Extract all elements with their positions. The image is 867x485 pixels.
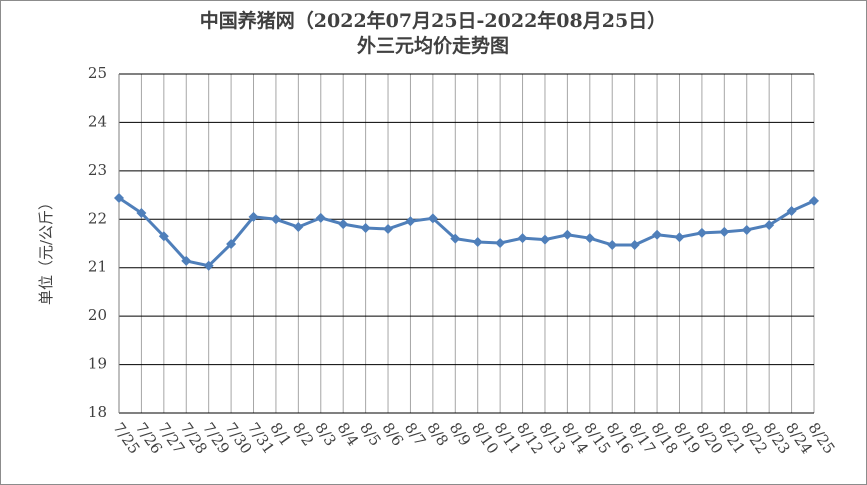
- y-tick-label: 23: [88, 161, 107, 179]
- data-point: [764, 220, 775, 231]
- data-point: [696, 227, 707, 238]
- data-point: [652, 229, 663, 240]
- data-point: [383, 223, 394, 234]
- data-point: [360, 223, 371, 234]
- chart-subtitle: 外三元均价走势图: [357, 34, 509, 57]
- data-point: [562, 229, 573, 240]
- data-point: [114, 192, 124, 203]
- data-point: [450, 233, 461, 244]
- data-point: [472, 237, 483, 248]
- data-point: [136, 207, 147, 218]
- y-tick-label: 20: [88, 306, 107, 324]
- data-point: [315, 212, 326, 223]
- data-point: [427, 213, 438, 224]
- data-point: [248, 211, 259, 222]
- data-point: [741, 224, 752, 235]
- data-point: [226, 238, 237, 249]
- data-point: [405, 216, 416, 227]
- data-point: [181, 255, 192, 266]
- data-point: [629, 239, 640, 250]
- data-point: [809, 195, 819, 206]
- data-point: [203, 260, 214, 271]
- y-tick-label: 18: [88, 403, 107, 421]
- data-point: [293, 222, 304, 233]
- data-point: [674, 232, 685, 243]
- y-tick-label: 19: [88, 355, 107, 373]
- data-point: [719, 226, 730, 237]
- data-point: [607, 239, 618, 250]
- y-axis-label: 单位（元/公斤）: [37, 195, 55, 305]
- data-point: [786, 206, 797, 217]
- data-point: [584, 233, 595, 244]
- data-point: [158, 231, 169, 242]
- y-tick-label: 21: [88, 258, 107, 276]
- chart-title: 中国养猪网（2022年07月25日-2022年08月25日）: [200, 9, 666, 32]
- y-tick-label: 22: [88, 209, 107, 227]
- data-point: [539, 234, 550, 245]
- data-point: [270, 214, 281, 225]
- data-point: [338, 219, 349, 230]
- data-point: [495, 238, 506, 249]
- y-tick-label: 25: [88, 64, 107, 82]
- y-tick-label: 24: [88, 112, 107, 130]
- data-point: [517, 233, 528, 244]
